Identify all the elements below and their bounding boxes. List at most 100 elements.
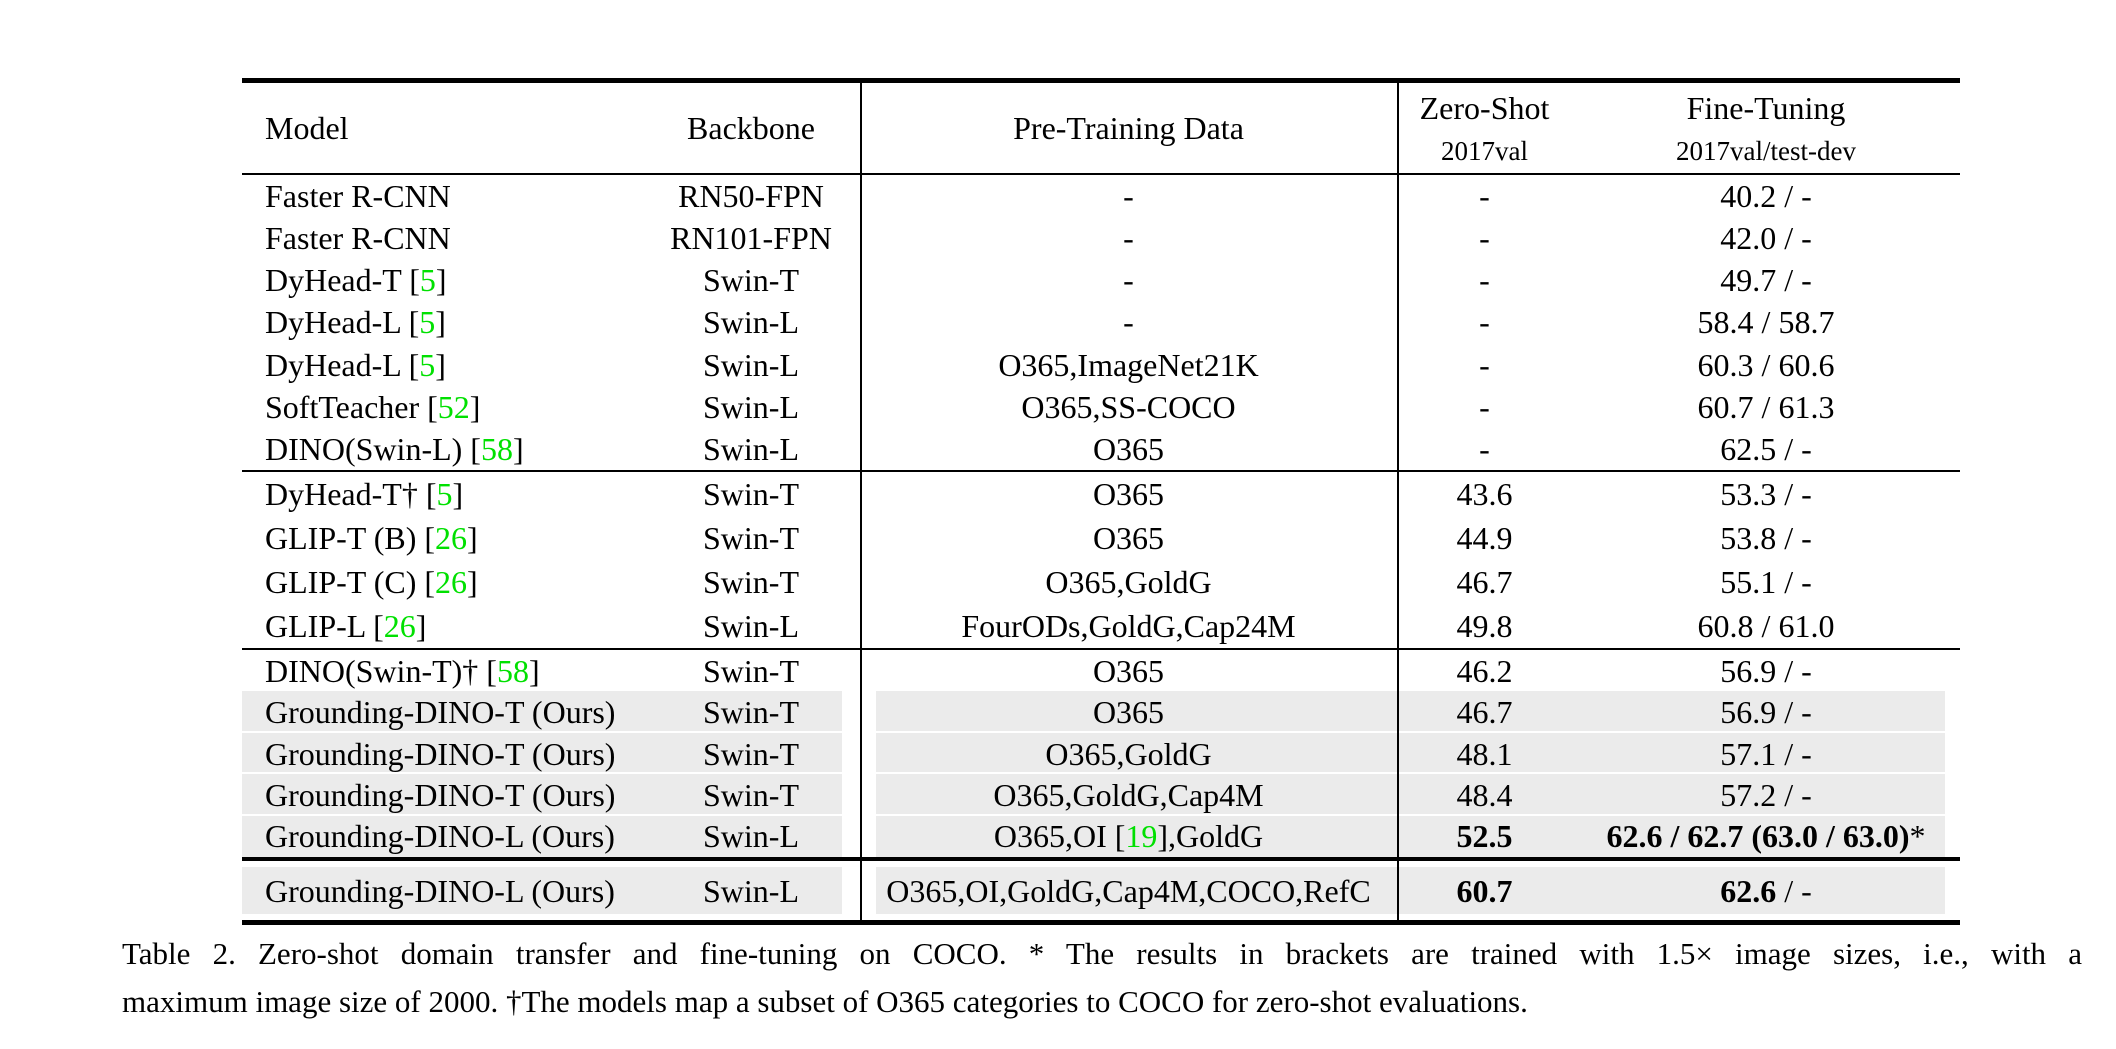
cell-pretrain: FourODs,GoldG,Cap24M — [961, 608, 1296, 644]
cell-model: Grounding-DINO-T (Ours) — [265, 776, 616, 813]
cell-finetune: 62.6 / - — [1720, 872, 1812, 909]
cell-zeroshot: 49.8 — [1456, 608, 1513, 644]
cell-zeroshot: 48.4 — [1456, 776, 1513, 813]
cell-finetune: 57.1 / - — [1720, 735, 1812, 772]
cell-zeroshot: - — [1479, 220, 1490, 257]
cell-model: Faster R-CNN — [265, 220, 451, 257]
column-header-model: Model — [265, 109, 349, 146]
table-rule-bottom — [242, 920, 1960, 925]
cell-backbone: RN101-FPN — [670, 220, 832, 257]
table-caption: Table 2. Zero-shot domain transfer and f… — [122, 930, 2082, 1026]
cell-backbone: Swin-L — [703, 608, 799, 644]
cell-zeroshot: - — [1479, 388, 1490, 425]
cell-model: Grounding-DINO-T (Ours) — [265, 694, 616, 731]
table-header-row: Model Backbone Pre-Training Data Zero-Sh… — [242, 83, 1960, 173]
cell-model: DyHead-T† [5] — [265, 476, 464, 512]
cell-zeroshot: 46.2 — [1456, 652, 1513, 689]
citation-number: 58 — [480, 430, 513, 467]
cell-backbone: Swin-T — [703, 520, 799, 556]
column-header-zero-shot-sublabel: 2017val — [1441, 135, 1528, 166]
cell-pretrain: O365,GoldG — [1045, 735, 1212, 772]
cell-model: Faster R-CNN — [265, 178, 451, 215]
cell-finetune: 40.2 / - — [1720, 178, 1812, 215]
column-header-fine-tuning: Fine-Tuning 2017val/test-dev — [1572, 90, 1960, 167]
cell-finetune: 57.2 / - — [1720, 776, 1812, 813]
cell-backbone: Swin-T — [703, 694, 799, 731]
table-row: DyHead-L [5] Swin-L O365,ImageNet21K - 60.3 … — [242, 344, 1960, 386]
cell-zeroshot: 46.7 — [1456, 564, 1513, 600]
cell-pretrain: O365 — [1092, 520, 1165, 556]
citation-number: 19 — [1125, 818, 1158, 855]
cell-pretrain: - — [1123, 178, 1134, 215]
cell-zeroshot: 46.7 — [1456, 694, 1513, 731]
cell-pretrain: O365,ImageNet21K — [998, 346, 1259, 383]
cell-finetune: 56.9 / - — [1720, 694, 1812, 731]
cell-zeroshot: - — [1479, 346, 1490, 383]
cell-pretrain: - — [1123, 220, 1134, 257]
cell-model: Grounding-DINO-T (Ours) — [265, 735, 616, 772]
table-rule-after-group-3 — [242, 857, 1960, 861]
cell-pretrain: O365 — [1092, 694, 1165, 731]
citation-number: 26 — [435, 564, 468, 600]
table-row: Faster R-CNN RN50-FPN - - 40.2 / - — [242, 175, 1960, 217]
cell-backbone: Swin-T — [703, 262, 799, 299]
cell-pretrain: O365 — [1092, 652, 1165, 689]
cell-model: DINO(Swin-T)† [58] — [265, 652, 540, 689]
table-row: DyHead-T† [5] Swin-T O365 43.6 53.3 / - — [242, 472, 1960, 516]
table-row: DINO(Swin-T)† [58] Swin-T O365 46.2 56.9 / - — [242, 650, 1960, 691]
cell-zeroshot: - — [1479, 178, 1490, 215]
cell-pretrain: O365,SS-COCO — [1021, 388, 1236, 425]
citation-number: 58 — [496, 652, 529, 689]
cell-zeroshot: 48.1 — [1456, 735, 1513, 772]
cell-zeroshot: 44.9 — [1456, 520, 1513, 556]
cell-backbone: Swin-L — [703, 430, 799, 467]
cell-finetune: 62.6 / 62.7 (63.0 / 63.0)* — [1606, 818, 1926, 855]
cell-model: GLIP-T (B) [26] — [265, 520, 478, 556]
table-row: GLIP-T (B) [26] Swin-T O365 44.9 53.8 / - — [242, 516, 1960, 560]
column-header-fine-tuning-sublabel: 2017val/test-dev — [1676, 135, 1856, 166]
cell-backbone: Swin-L — [703, 346, 799, 383]
results-table: Model Backbone Pre-Training Data Zero-Sh… — [242, 78, 1960, 925]
column-header-zero-shot-label: Zero-Shot — [1419, 89, 1550, 126]
table-group-grounding-dino: DINO(Swin-T)† [58] Swin-T O365 46.2 56.9 / -… — [242, 650, 1960, 858]
cell-pretrain: O365,OI,GoldG,Cap4M,COCO,RefC — [886, 872, 1371, 909]
cell-finetune: 60.3 / 60.6 — [1697, 346, 1835, 383]
cell-model: GLIP-T (C) [26] — [265, 564, 478, 600]
cell-backbone: Swin-T — [703, 652, 799, 689]
table-row: Grounding-DINO-T (Ours) Swin-T O365 46.7 56.… — [242, 691, 1960, 733]
cell-model: Grounding-DINO-L (Ours) — [265, 818, 615, 855]
cell-zeroshot: 43.6 — [1456, 476, 1513, 512]
cell-pretrain: O365,GoldG — [1045, 564, 1212, 600]
table-rule-after-group-2 — [242, 648, 1960, 650]
citation-number: 26 — [435, 520, 468, 556]
citation-number: 5 — [419, 262, 436, 299]
citation-number: 5 — [419, 304, 436, 341]
citation-number: 52 — [437, 388, 470, 425]
cell-backbone: Swin-T — [703, 776, 799, 813]
table-rule-top — [242, 78, 1960, 83]
caption-line-1: Table 2. Zero-shot domain transfer and f… — [122, 936, 2082, 971]
cell-finetune: 56.9 / - — [1720, 652, 1812, 689]
cell-pretrain: O365 — [1092, 430, 1165, 467]
table-row: Grounding-DINO-L (Ours) Swin-L O365,OI,Gol… — [242, 867, 1960, 914]
column-header-backbone: Backbone — [687, 109, 815, 146]
cell-finetune: 42.0 / - — [1720, 220, 1812, 257]
table-row: GLIP-L [26] Swin-L FourODs,GoldG,Cap24M 49.… — [242, 604, 1960, 648]
cell-zeroshot: - — [1479, 262, 1490, 299]
cell-finetune: 60.8 / 61.0 — [1697, 608, 1835, 644]
table-rule-below-header — [242, 173, 1960, 175]
cell-backbone: Swin-T — [703, 476, 799, 512]
cell-finetune: 53.8 / - — [1720, 520, 1812, 556]
table-row: DINO(Swin-L) [58] Swin-L O365 - 62.5 / - — [242, 428, 1960, 470]
table-row: DyHead-L [5] Swin-L - - 58.4 / 58.7 — [242, 301, 1960, 343]
citation-number: 5 — [436, 476, 453, 512]
cell-pretrain: O365,GoldG,Cap4M — [993, 776, 1264, 813]
citation-number: 26 — [383, 608, 416, 644]
cell-finetune: 62.5 / - — [1720, 430, 1812, 467]
cell-zeroshot: 52.5 — [1456, 818, 1513, 855]
cell-finetune: 53.3 / - — [1720, 476, 1812, 512]
table-row: SoftTeacher [52] Swin-L O365,SS-COCO - 60.7 … — [242, 386, 1960, 428]
table-row: DyHead-T [5] Swin-T - - 49.7 / - — [242, 259, 1960, 301]
table-group-zero-shot-baselines: DyHead-T† [5] Swin-T O365 43.6 53.3 / - GLIP-… — [242, 472, 1960, 648]
